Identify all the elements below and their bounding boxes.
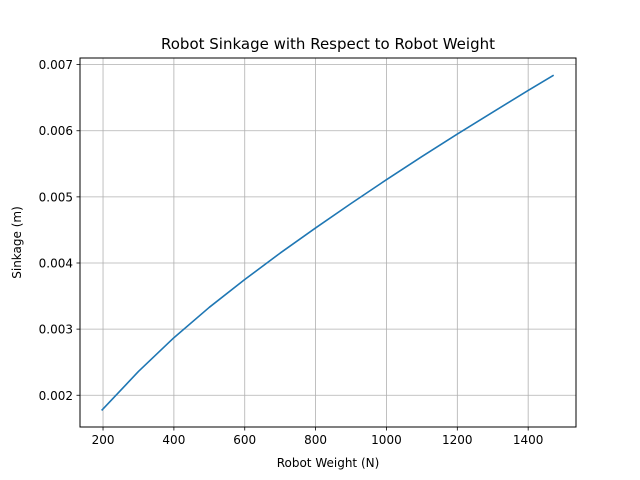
- x-tick-label: 400: [162, 433, 185, 447]
- x-tick-label: 800: [304, 433, 327, 447]
- plot-area: [101, 74, 555, 412]
- x-tick-label: 200: [92, 433, 115, 447]
- chart-title: Robot Sinkage with Respect to Robot Weig…: [161, 35, 495, 53]
- ticks: 200 400 600 800 1000 1200 1400 0.002 0.003 0.004 0…: [39, 58, 544, 447]
- x-tick-label: 1400: [513, 433, 544, 447]
- y-axis-label: Sinkage (m): [10, 206, 24, 279]
- series-line: [101, 74, 555, 412]
- x-tick-label: 1200: [442, 433, 473, 447]
- y-tick-label: 0.007: [39, 58, 73, 72]
- y-tick-label: 0.002: [39, 389, 73, 403]
- axes-frame: [79, 57, 577, 428]
- y-tick-label: 0.006: [39, 124, 73, 138]
- x-tick-label: 600: [233, 433, 256, 447]
- y-tick-label: 0.003: [39, 323, 73, 337]
- x-axis-label: Robot Weight (N): [277, 456, 380, 470]
- x-tick-label: 1000: [371, 433, 402, 447]
- grid: [80, 58, 576, 427]
- y-tick-label: 0.004: [39, 257, 73, 271]
- y-tick-label: 0.005: [39, 190, 73, 204]
